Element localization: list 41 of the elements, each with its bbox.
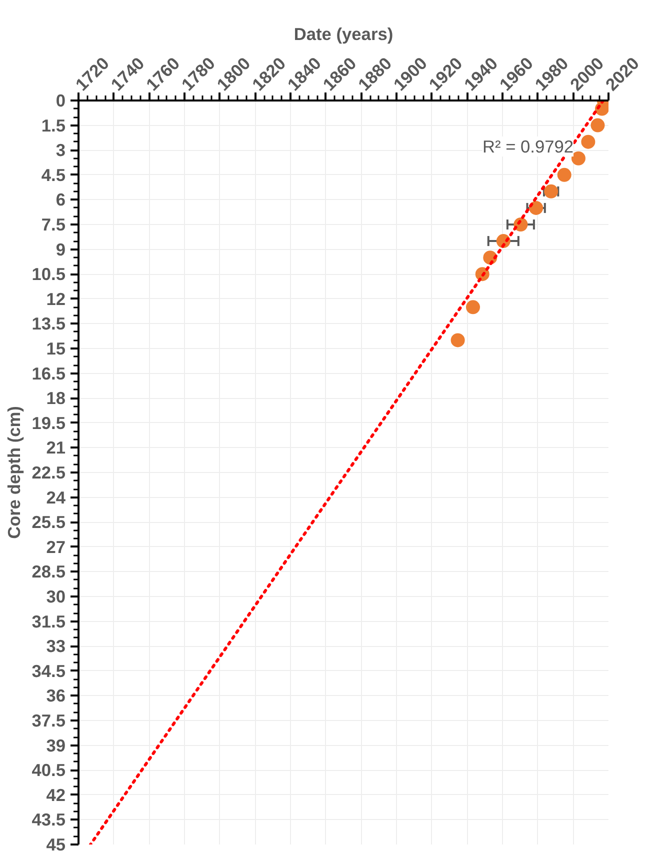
y-tick-label: 37.5 bbox=[32, 710, 66, 730]
y-axis-title: Core depth (cm) bbox=[4, 406, 24, 539]
y-tick-label: 19.5 bbox=[32, 412, 66, 433]
x-axis-title: Date (years) bbox=[294, 24, 394, 44]
y-tick-label: 31.5 bbox=[32, 611, 66, 632]
y-tick-label: 18 bbox=[46, 388, 66, 408]
y-tick-label: 36 bbox=[46, 686, 66, 706]
y-tick-label: 3 bbox=[56, 140, 66, 160]
y-tick-label: 21 bbox=[46, 438, 66, 458]
y-tick-label: 1.5 bbox=[41, 115, 66, 136]
point bbox=[557, 168, 572, 182]
y-tick-label: 15 bbox=[46, 338, 66, 358]
y-tick-label: 13.5 bbox=[32, 314, 66, 334]
y-tick-label: 25.5 bbox=[32, 512, 66, 532]
y-tick-label: 34.5 bbox=[32, 660, 66, 681]
y-tick-label: 42 bbox=[46, 784, 66, 805]
y-tick-label: 9 bbox=[56, 239, 66, 260]
y-tick-label: 4.5 bbox=[41, 164, 66, 185]
point bbox=[581, 134, 596, 149]
y-tick-label: 0 bbox=[56, 90, 66, 110]
point bbox=[466, 300, 480, 314]
y-tick-label: 39 bbox=[46, 735, 66, 756]
point bbox=[450, 333, 465, 348]
y-tick-label: 6 bbox=[56, 190, 66, 210]
y-tick-label: 12 bbox=[46, 288, 66, 309]
point bbox=[590, 118, 605, 132]
y-tick-label: 27 bbox=[46, 536, 66, 557]
y-tick-label: 16.5 bbox=[32, 363, 66, 384]
y-tick-label: 40.5 bbox=[32, 760, 66, 780]
y-tick-label: 24 bbox=[46, 487, 66, 508]
y-tick-label: 43.5 bbox=[32, 810, 66, 830]
y-tick-label: 45 bbox=[46, 834, 66, 852]
y-tick-label: 7.5 bbox=[41, 214, 66, 234]
y-tick-label: 28.5 bbox=[32, 562, 66, 582]
y-tick-label: 10.5 bbox=[32, 264, 66, 284]
point bbox=[571, 151, 586, 166]
y-tick-label: 33 bbox=[46, 636, 66, 656]
y-tick-label: 30 bbox=[46, 586, 66, 606]
y-tick-label: 22.5 bbox=[32, 462, 66, 482]
annotation: R² = 0.9792 bbox=[482, 136, 574, 156]
point bbox=[529, 200, 544, 215]
